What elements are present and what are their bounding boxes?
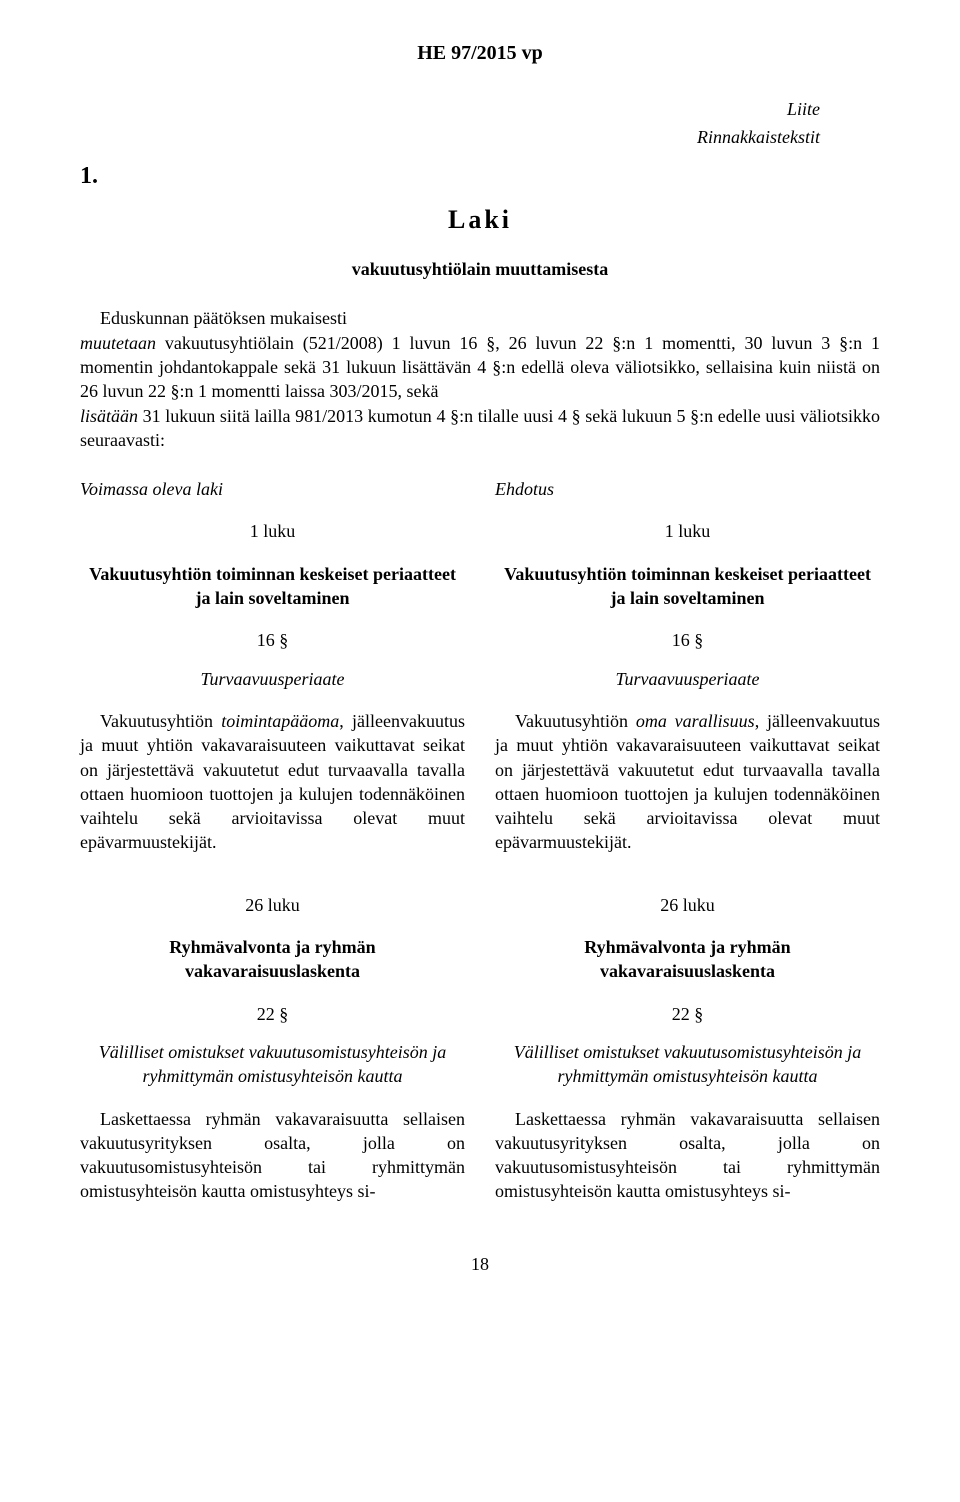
document-header: HE 97/2015 vp [80,40,880,67]
left-para-22: Laskettaessa ryhmän vakavaraisuutta sell… [80,1107,465,1204]
annex-line-2: Rinnakkaistekstit [80,125,880,149]
right-luku-1: 1 luku [495,519,880,543]
intro-italic-2: lisätään [80,406,143,426]
intro-plain-2: vakuutusyhtiölain (521/2008) 1 luvun 16 … [80,333,880,402]
laki-subtitle: vakuutusyhtiölain muuttamisesta [80,257,880,281]
left-pykala-22: 22 § [80,1002,465,1026]
left-luku-1: 1 luku [80,519,465,543]
comparison-columns-2: 26 luku Ryhmävalvonta ja ryhmän vakavara… [80,893,880,1222]
page-number: 18 [80,1252,880,1276]
right-para-22: Laskettaessa ryhmän vakavaraisuutta sell… [495,1107,880,1204]
left-luku-26: 26 luku [80,893,465,917]
left-column-2: 26 luku Ryhmävalvonta ja ryhmän vakavara… [80,893,465,1222]
right-title-26: Ryhmävalvonta ja ryhmän vakavaraisuuslas… [495,935,880,984]
intro-plain-3: 31 lukuun siitä lailla 981/2013 kumotun … [80,406,880,450]
right-para-16-b: oma varallisuus [636,711,755,731]
right-para-16-c: , jälleenvakuutus ja muut yhtiön vakavar… [495,711,880,852]
left-col-header: Voimassa oleva laki [80,477,465,501]
left-title-1: Vakuutusyhtiön toiminnan keskeiset peria… [80,562,465,611]
annex-line-1: Liite [80,97,880,121]
section-number: 1. [80,160,880,192]
right-title-1: Vakuutusyhtiön toiminnan keskeiset peria… [495,562,880,611]
left-para-16-a: Vakuutusyhtiön [100,711,221,731]
left-para-16-c: , jälleenvakuutus ja muut yhtiön vakavar… [80,711,465,852]
left-title-26: Ryhmävalvonta ja ryhmän vakavaraisuuslas… [80,935,465,984]
right-para-16: Vakuutusyhtiön oma varallisuus, jälleenv… [495,709,880,855]
left-para-16-b: toimintapääoma [221,711,339,731]
right-column: Ehdotus 1 luku Vakuutusyhtiön toiminnan … [495,477,880,873]
right-sub-16: Turvaavuusperiaate [495,667,880,691]
comparison-columns-1: Voimassa oleva laki 1 luku Vakuutusyhtiö… [80,477,880,873]
left-para-16: Vakuutusyhtiön toimintapääoma, jälleenva… [80,709,465,855]
right-col-header: Ehdotus [495,477,880,501]
laki-title: Laki [80,202,880,237]
right-pykala-16: 16 § [495,628,880,652]
right-column-2: 26 luku Ryhmävalvonta ja ryhmän vakavara… [495,893,880,1222]
right-para-16-a: Vakuutusyhtiön [515,711,636,731]
right-luku-26: 26 luku [495,893,880,917]
right-pykala-22: 22 § [495,1002,880,1026]
right-sub-22: Välilliset omistukset vakuutusomistusyht… [495,1040,880,1089]
left-column: Voimassa oleva laki 1 luku Vakuutusyhtiö… [80,477,465,873]
left-pykala-16: 16 § [80,628,465,652]
intro-italic-1: muutetaan [80,333,165,353]
intro-paragraph: Eduskunnan päätöksen mukaisesti muutetaa… [80,306,880,452]
intro-plain-1: Eduskunnan päätöksen mukaisesti [100,308,347,328]
left-sub-22: Välilliset omistukset vakuutusomistusyht… [80,1040,465,1089]
left-sub-16: Turvaavuusperiaate [80,667,465,691]
